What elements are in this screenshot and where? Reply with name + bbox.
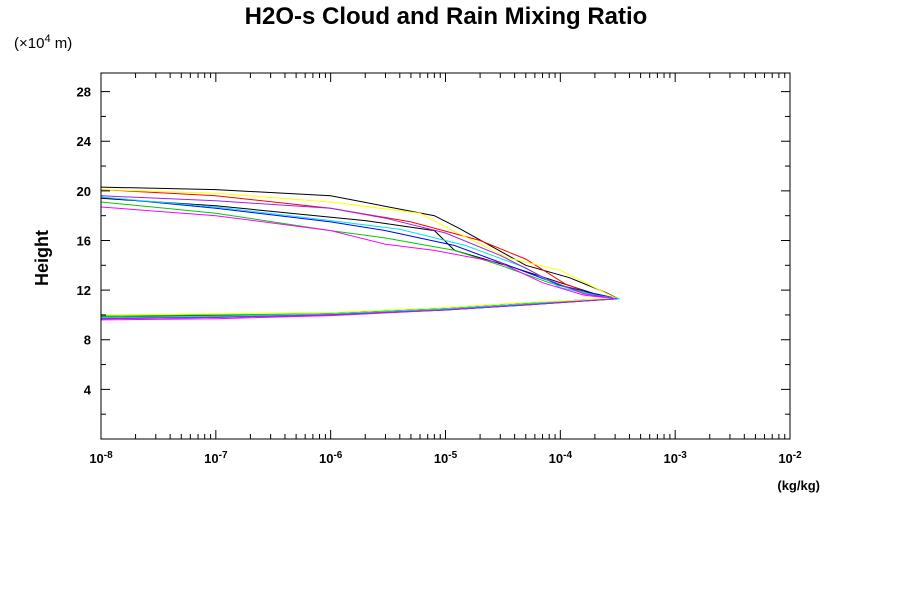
x-tick-label: 10-2 bbox=[778, 450, 802, 466]
y-tick-label: 4 bbox=[84, 382, 92, 397]
x-tick-label: 10-7 bbox=[204, 450, 228, 466]
y-tick-label: 8 bbox=[84, 333, 91, 348]
series-line-1 bbox=[100, 197, 619, 318]
y-unit-label: (×104 m) bbox=[14, 33, 72, 52]
y-tick-label: 24 bbox=[77, 134, 92, 149]
series-line-2 bbox=[100, 186, 619, 317]
y-tick-label: 20 bbox=[77, 184, 91, 199]
x-axis-unit-label: (kg/kg) bbox=[777, 478, 820, 493]
y-axis-ticks: 4 8 12 16 20 24 28 bbox=[77, 85, 790, 415]
y-unit-suffix: m) bbox=[51, 35, 73, 52]
y-unit-exponent: 4 bbox=[44, 33, 50, 45]
x-tick-label: 10-8 bbox=[89, 450, 113, 466]
series-line-4 bbox=[100, 201, 619, 317]
x-tick-label: 10-4 bbox=[549, 450, 573, 466]
series-line-5 bbox=[100, 196, 619, 320]
series-group bbox=[100, 186, 620, 321]
plot-frame bbox=[100, 72, 791, 440]
y-tick-label: 12 bbox=[77, 283, 91, 298]
y-axis-label: Height bbox=[32, 230, 52, 286]
y-unit-prefix: (×10 bbox=[14, 35, 44, 52]
series-line-9 bbox=[100, 195, 617, 320]
series-line-6 bbox=[100, 196, 620, 318]
x-tick-label: 10-6 bbox=[319, 450, 343, 466]
y-tick-label: 28 bbox=[77, 85, 91, 100]
x-tick-label: 10-5 bbox=[434, 450, 458, 466]
series-line-8 bbox=[100, 189, 617, 316]
chart-title: H2O-s Cloud and Rain Mixing Ratio bbox=[245, 3, 648, 30]
x-tick-label: 10-3 bbox=[663, 450, 687, 466]
x-axis-ticks: 10-8 10-7 10-6 10-5 10-4 10-3 10-2 bbox=[89, 73, 802, 466]
y-tick-label: 16 bbox=[77, 233, 91, 248]
series-line-3 bbox=[100, 189, 619, 318]
